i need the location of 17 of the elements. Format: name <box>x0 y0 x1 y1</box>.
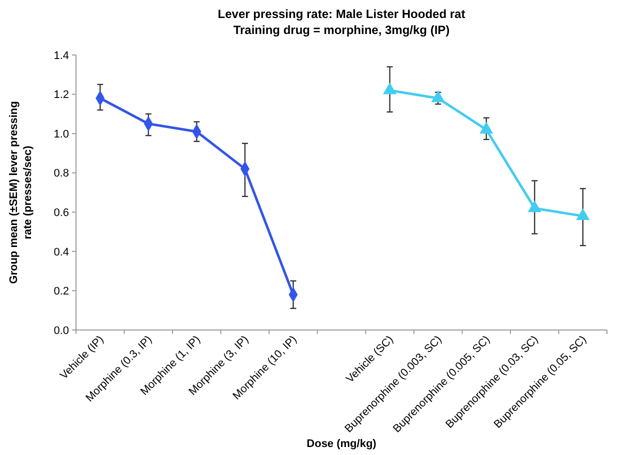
chart-title: Lever pressing rate: Male Lister Hooded rat <box>218 7 466 21</box>
y-tick-label: 1.4 <box>54 50 69 62</box>
y-tick-label: 0.8 <box>54 168 69 180</box>
chart-subtitle: Training drug = morphine, 3mg/kg (IP) <box>233 23 450 37</box>
y-tick-label: 0.0 <box>54 324 69 337</box>
x-axis-title: Dose (mg/kg) <box>306 438 377 450</box>
point <box>382 82 397 94</box>
y-tick-label: 1.0 <box>54 128 69 140</box>
point <box>576 208 590 220</box>
y-tick-label: 0.4 <box>54 246 69 258</box>
point <box>480 122 494 134</box>
y-tick-label: 0.6 <box>54 206 69 219</box>
y-tick-label: 1.2 <box>54 89 69 102</box>
point <box>528 200 542 212</box>
point <box>431 90 445 102</box>
y-tick-label: 0.2 <box>54 286 69 298</box>
y-axis-title: Group mean (±SEM) lever pressing rate (presses/sec) <box>8 101 34 284</box>
